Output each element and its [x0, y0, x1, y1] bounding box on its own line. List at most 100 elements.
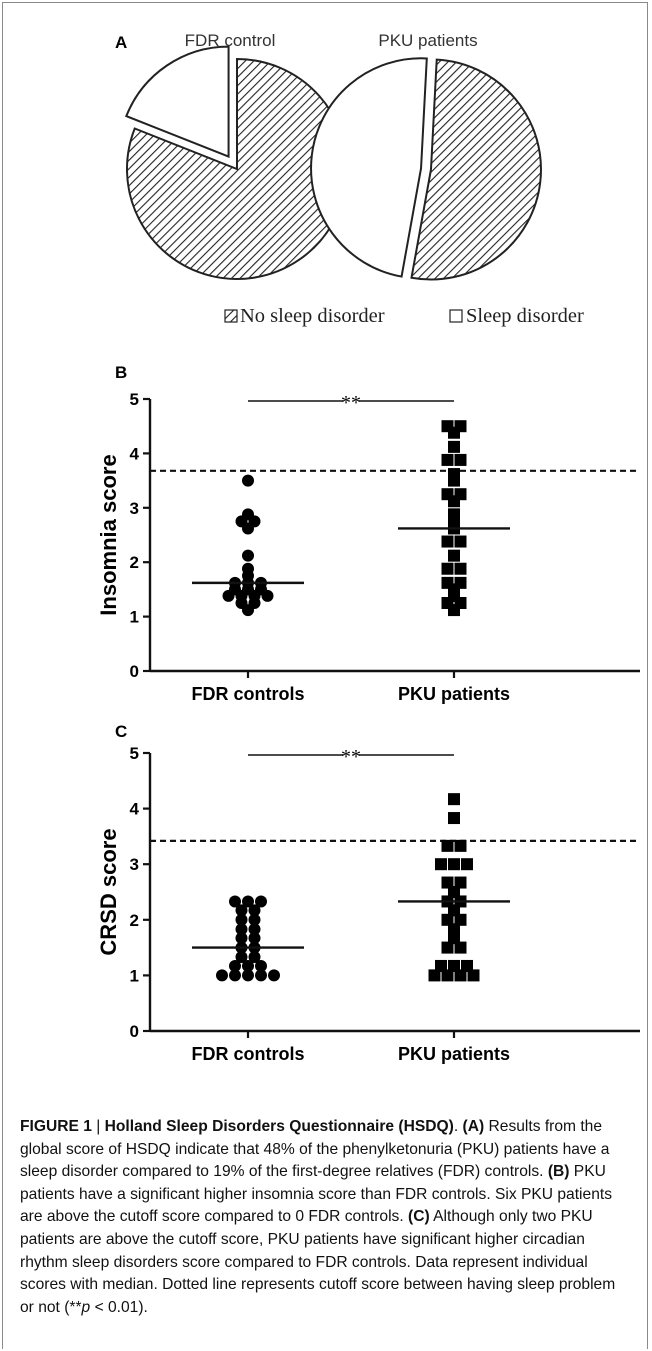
- data-point: [441, 535, 454, 548]
- pie-slice-sleep-disorder: [124, 45, 230, 159]
- data-point: [235, 932, 248, 945]
- y-tick-label: 4: [130, 800, 140, 819]
- caption-figure-label: FIGURE 1: [20, 1118, 92, 1135]
- x-tick-label: PKU patients: [398, 1044, 510, 1064]
- data-point: [448, 932, 460, 945]
- data-point: [248, 923, 261, 936]
- data-point: [222, 589, 235, 602]
- significance-marker: **: [341, 392, 361, 414]
- data-point: [235, 951, 248, 964]
- caption-title: Holland Sleep Disorders Questionnaire (H…: [104, 1118, 454, 1135]
- panel-label-a: A: [115, 33, 127, 52]
- caption-text-a: Results from the global score of HSDQ in…: [20, 1118, 610, 1181]
- data-point: [448, 793, 460, 806]
- legend-label-sleep-disorder: Sleep disorder: [466, 305, 584, 327]
- y-tick-label: 0: [130, 1022, 139, 1041]
- panel-label-b: B: [115, 363, 127, 382]
- pie-legend: No sleep disorder Sleep disorder: [224, 305, 584, 327]
- data-point: [261, 589, 274, 602]
- data-point: [248, 932, 261, 945]
- x-tick-label: PKU patients: [398, 684, 510, 704]
- y-tick-label: 2: [130, 911, 139, 930]
- panel-label-c: C: [115, 722, 127, 741]
- caption-p-symbol: p: [81, 1298, 91, 1316]
- figure-canvas: A FDR control PKU patients No sleep diso…: [96, 31, 640, 1064]
- data-point: [454, 562, 467, 575]
- data-point: [242, 474, 254, 487]
- data-point: [448, 886, 460, 898]
- pie-chart-fdr: [124, 45, 348, 280]
- caption-text-c: Although only two PKU patients are above…: [20, 1208, 616, 1316]
- data-point: [448, 904, 460, 917]
- scatter-plot-crsd: 0 1 2 3 4 5 FDR controls PKU patients CRSD score…: [96, 744, 640, 1064]
- data-point: [242, 895, 254, 908]
- significance-marker: **: [341, 746, 361, 768]
- data-point: [441, 941, 454, 954]
- data-point: [441, 969, 454, 982]
- pie-slice-sleep-disorder: [310, 57, 428, 278]
- data-point: [242, 604, 254, 617]
- data-point: [448, 604, 460, 617]
- legend-swatch-open: [449, 309, 463, 323]
- data-point: [255, 895, 267, 908]
- data-point: [454, 969, 467, 982]
- data-point: [435, 858, 447, 871]
- y-axis-label: CRSD score: [96, 828, 121, 955]
- caption-label-b: (B): [547, 1163, 570, 1181]
- data-point: [248, 913, 261, 926]
- caption-separator: |: [91, 1118, 105, 1135]
- data-point: [454, 453, 467, 466]
- data-point: [448, 474, 460, 487]
- data-point: [428, 969, 441, 982]
- y-tick-label: 3: [130, 499, 139, 518]
- data-point: [235, 904, 248, 917]
- data-point: [229, 969, 241, 982]
- data-point: [248, 951, 261, 964]
- data-point: [448, 959, 460, 972]
- y-tick-label: 1: [130, 608, 139, 627]
- data-point: [268, 969, 280, 982]
- pie-title-fdr: FDR control: [185, 31, 276, 50]
- data-point: [255, 969, 267, 982]
- data-point: [461, 959, 473, 972]
- data-point: [235, 913, 248, 926]
- legend-swatch-hatched: [224, 309, 238, 323]
- data-point: [448, 812, 460, 825]
- data-point: [448, 440, 460, 453]
- data-point: [467, 969, 480, 982]
- data-point: [248, 904, 261, 917]
- data-point: [216, 969, 228, 982]
- data-point: [435, 959, 447, 972]
- data-point: [255, 959, 267, 972]
- legend-label-no-sleep-disorder: No sleep disorder: [240, 305, 385, 327]
- data-point: [454, 913, 467, 926]
- caption-text-b: PKU patients have a significant higher i…: [20, 1163, 612, 1226]
- data-point: [235, 923, 248, 936]
- caption-label-c: (C): [408, 1208, 430, 1226]
- data-point: [461, 858, 473, 871]
- data-point: [454, 535, 467, 548]
- caption-label-a: (A): [462, 1118, 485, 1135]
- y-tick-label: 5: [130, 390, 139, 409]
- data-point: [448, 858, 460, 871]
- y-tick-label: 1: [130, 966, 139, 985]
- data-point: [448, 549, 460, 562]
- y-tick-label: 0: [130, 662, 139, 681]
- pie-title-pku: PKU patients: [378, 31, 477, 50]
- pie-chart-pku: [310, 57, 542, 281]
- data-point: [242, 959, 254, 972]
- data-point: [242, 549, 254, 562]
- scatter-plot-insomnia: 0 1 2 3 4 5 FDR controls PKU patients Insomnia s…: [96, 390, 640, 704]
- data-point: [229, 959, 241, 972]
- x-tick-label: FDR controls: [191, 684, 304, 704]
- y-tick-label: 3: [130, 855, 139, 874]
- data-point: [441, 839, 454, 852]
- data-point: [454, 941, 467, 954]
- pie-slice-no-sleep-disorder: [410, 58, 542, 281]
- data-point: [229, 895, 241, 908]
- y-tick-label: 5: [130, 744, 139, 763]
- data-point: [448, 426, 460, 439]
- data-point: [448, 495, 460, 508]
- y-tick-label: 2: [130, 553, 139, 572]
- data-point: [441, 913, 454, 926]
